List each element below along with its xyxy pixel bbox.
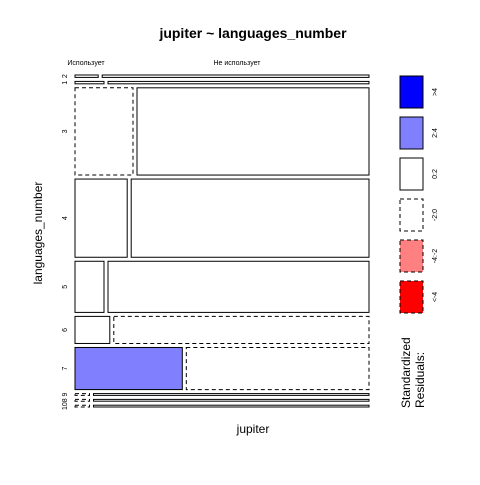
row-label: 1 bbox=[62, 81, 69, 85]
mosaic-cell bbox=[74, 404, 90, 408]
mosaic-cell bbox=[74, 74, 99, 78]
mosaic-cell bbox=[130, 178, 370, 258]
mosaic-cell bbox=[93, 404, 370, 408]
mosaic-cell bbox=[74, 398, 90, 402]
legend-swatch bbox=[399, 280, 424, 314]
legend-swatch bbox=[399, 157, 424, 191]
mosaic-cell bbox=[74, 178, 128, 258]
legend-swatch bbox=[399, 75, 424, 109]
row-label: 10 bbox=[62, 402, 69, 410]
y-axis-label: languages_number bbox=[31, 182, 45, 285]
column-label: Использует bbox=[67, 60, 105, 67]
mosaic-cell bbox=[107, 80, 370, 85]
legend-label: >4 bbox=[432, 88, 439, 96]
mosaic-cell bbox=[113, 315, 370, 344]
legend-label: -4:-2 bbox=[432, 249, 439, 264]
row-label: 7 bbox=[62, 366, 69, 370]
mosaic-cells bbox=[74, 74, 370, 408]
legend-label: 0:2 bbox=[432, 169, 439, 179]
row-label: 3 bbox=[62, 129, 69, 133]
chart-title: jupiter ~ languages_number bbox=[158, 25, 347, 41]
legend-swatch bbox=[399, 198, 424, 232]
mosaic-cell bbox=[74, 315, 111, 344]
mosaic-cell bbox=[74, 87, 134, 176]
row-labels: 2 1 3 4 5 6 7 9 810 bbox=[62, 74, 69, 410]
legend-label: 2:4 bbox=[432, 128, 439, 138]
legend-label: -2:0 bbox=[432, 209, 439, 221]
mosaic-cell bbox=[74, 260, 105, 313]
mosaic-cell bbox=[101, 74, 370, 78]
mosaic-cell bbox=[74, 80, 105, 85]
row-label: 8 bbox=[62, 398, 69, 402]
legend-swatch bbox=[399, 239, 424, 273]
column-label: Не использует bbox=[214, 60, 262, 67]
row-label: 9 bbox=[62, 392, 69, 396]
mosaic-cell bbox=[93, 393, 370, 396]
residuals-legend: >4 2:4 0:2 -2:0 -4:-2 <-4 Standardized Residu… bbox=[399, 75, 439, 408]
legend-swatch bbox=[399, 116, 424, 150]
legend-entries: >4 2:4 0:2 -2:0 -4:-2 <-4 bbox=[399, 75, 439, 314]
mosaic-cell bbox=[74, 393, 90, 396]
mosaic-cell bbox=[136, 87, 370, 176]
row-label: 2 bbox=[62, 74, 69, 78]
mosaic-cell bbox=[107, 260, 370, 313]
row-label: 6 bbox=[62, 328, 69, 332]
mosaic-cell bbox=[93, 398, 370, 402]
row-label: 4 bbox=[62, 216, 69, 220]
row-label: 5 bbox=[62, 285, 69, 289]
legend-title-line1: Standardized bbox=[399, 337, 413, 408]
legend-label: <-4 bbox=[432, 292, 439, 302]
x-axis-label: jupiter bbox=[236, 422, 270, 436]
mosaic-cell bbox=[74, 346, 183, 391]
legend-title-line2: Residuals: bbox=[413, 352, 427, 408]
mosaic-cell bbox=[185, 346, 370, 391]
